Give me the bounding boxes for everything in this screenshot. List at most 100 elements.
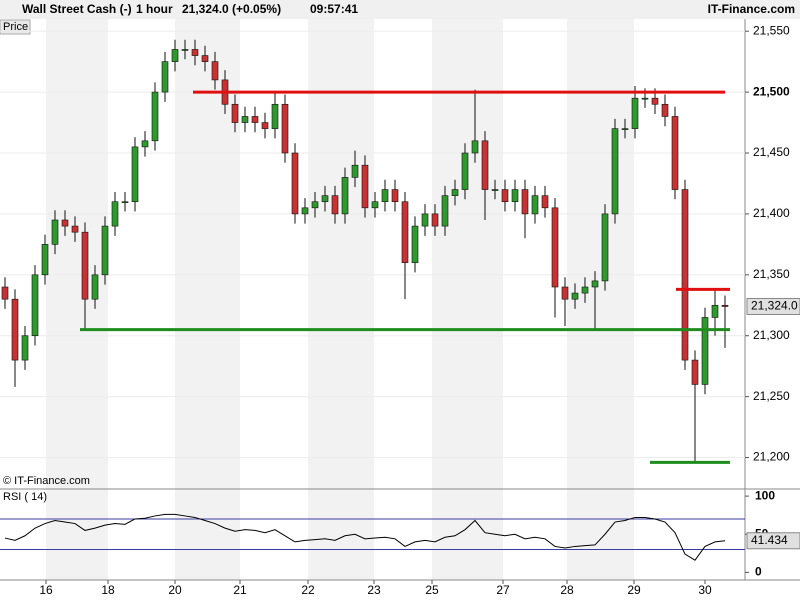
x-tick-label: 30 [698, 583, 712, 597]
y-tick-label: 21,400 [753, 206, 790, 220]
x-tick-label: 29 [627, 583, 641, 597]
rsi-line [4, 513, 726, 561]
candle-body [101, 225, 109, 276]
rsi-last-label: 41.434 [751, 533, 788, 547]
rsi-title: RSI ( 14) [3, 491, 47, 503]
brand: IT-Finance.com [708, 2, 795, 16]
candle-body [391, 189, 399, 203]
candle-body [591, 280, 599, 288]
candle-body [141, 140, 149, 148]
candle-body [671, 116, 679, 190]
x-tick-label: 27 [496, 583, 510, 597]
candle-body [621, 128, 629, 130]
candle-body [641, 97, 649, 100]
candle-body [321, 195, 329, 203]
candle-body [691, 359, 699, 385]
candle-body [431, 213, 439, 227]
day-stripe [308, 19, 374, 580]
candle-body [51, 219, 59, 245]
candle-body [421, 213, 429, 227]
candle-body [171, 49, 179, 62]
candle-body [191, 49, 199, 56]
x-tick-label: 20 [168, 583, 182, 597]
rsi-tick-label: 100 [755, 488, 775, 502]
time: 09:57:41 [310, 2, 358, 16]
candle-body [411, 225, 419, 263]
candle-body [211, 61, 219, 81]
candle-body [81, 231, 89, 300]
candle-body [121, 201, 129, 204]
y-tick-label: 21,450 [753, 145, 790, 159]
candle-body [531, 195, 539, 215]
candle-body [661, 103, 669, 117]
candle-body [361, 164, 369, 209]
candle-body [131, 146, 139, 203]
x-tick-label: 16 [39, 583, 53, 597]
header-bar [0, 0, 800, 19]
price-text: 21,324.0 (+0.05%) [182, 2, 281, 16]
day-stripe [175, 19, 240, 580]
candle-body [161, 61, 169, 93]
x-tick-label: 28 [560, 583, 574, 597]
candle-body [261, 122, 269, 129]
candle-body [631, 97, 639, 129]
candle-body [41, 244, 49, 276]
candle-body [201, 55, 209, 62]
y-tick-label: 21,550 [753, 23, 790, 37]
candle-body [31, 274, 39, 337]
x-tick-label: 18 [101, 583, 115, 597]
candle-body [241, 116, 249, 123]
candle-body [11, 298, 19, 361]
candle-body [501, 189, 509, 203]
x-tick-label: 22 [301, 583, 315, 597]
candle-body [561, 286, 569, 300]
candle-body [371, 201, 379, 209]
y-tick-label: 21,200 [753, 450, 790, 464]
candle-body [441, 195, 449, 227]
candle-body [451, 189, 459, 196]
day-stripe [567, 19, 634, 580]
candle-body [271, 103, 279, 129]
candle-body [1, 286, 9, 300]
candle-body [521, 189, 529, 215]
candle-body [581, 286, 589, 294]
candle-body [341, 177, 349, 215]
y-tick-label: 21,250 [753, 389, 790, 403]
panel-label-box [0, 19, 31, 35]
x-tick-label: 25 [425, 583, 439, 597]
candle-body [711, 304, 719, 318]
x-tick-label: 21 [233, 583, 247, 597]
candle-body [401, 201, 409, 263]
candle-body [301, 207, 309, 215]
candle-body [251, 116, 259, 123]
candle-body [111, 201, 119, 227]
candle-body [511, 189, 519, 203]
candle-body [471, 140, 479, 154]
candle-body [231, 103, 239, 123]
candle-body [481, 140, 489, 190]
candle-body [281, 103, 289, 154]
candle-body [541, 195, 549, 209]
last-price-label: 21,324.0 [751, 299, 798, 313]
day-stripe [46, 19, 108, 580]
candle-body [91, 274, 99, 300]
candle-body [681, 189, 689, 361]
rsi-tick-label: 0 [755, 565, 762, 579]
y-tick-label: 21,300 [753, 328, 790, 342]
candle-body [651, 97, 659, 105]
candle-body [551, 207, 559, 288]
y-tick-label: 21,500 [753, 84, 790, 98]
candle-body [71, 225, 79, 233]
candle-body [381, 189, 389, 203]
candle-body [21, 335, 29, 361]
candle-body [461, 152, 469, 190]
candle-body [351, 164, 359, 178]
candle-body [181, 49, 189, 51]
candle-body [331, 195, 339, 215]
interval: 1 hour [136, 2, 173, 16]
candle-body [491, 189, 499, 191]
candle-body [151, 91, 159, 142]
candle-body [601, 213, 609, 282]
